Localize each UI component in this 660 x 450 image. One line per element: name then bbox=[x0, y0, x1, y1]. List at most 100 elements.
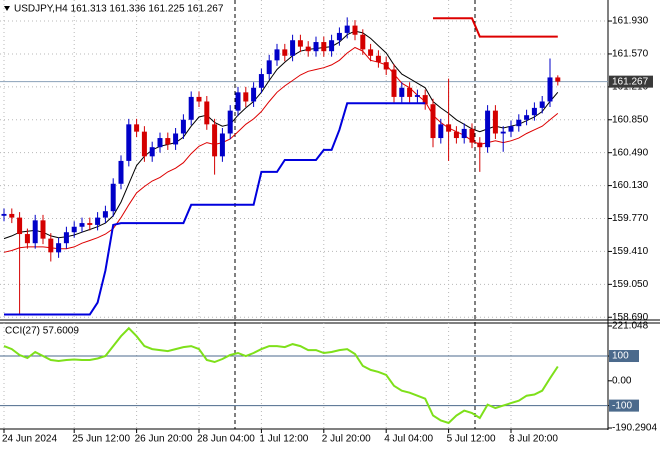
candle-body bbox=[516, 119, 522, 127]
candle-body bbox=[531, 107, 537, 116]
candle-body bbox=[305, 46, 311, 52]
candle-body bbox=[165, 138, 171, 145]
menu-triangle bbox=[4, 6, 10, 11]
chart-title: USDJPY,H4 161.313 161.336 161.225 161.26… bbox=[14, 4, 224, 15]
candle-body bbox=[430, 104, 436, 139]
candle-body bbox=[266, 60, 272, 75]
x-tick-label: 24 Jun 2024 bbox=[2, 434, 57, 445]
candle-body bbox=[258, 74, 264, 88]
candle-body bbox=[399, 87, 405, 97]
x-tick-label: 1 Jul 12:00 bbox=[259, 434, 308, 445]
candle-body bbox=[329, 40, 335, 52]
candle-body bbox=[79, 223, 85, 227]
candle-body bbox=[477, 142, 483, 148]
candle-body bbox=[524, 115, 530, 120]
candle-body bbox=[17, 217, 23, 235]
candle-body bbox=[282, 49, 288, 56]
candle-body bbox=[336, 32, 342, 41]
candle-body bbox=[188, 96, 194, 120]
candle-body bbox=[95, 217, 101, 225]
candle-body bbox=[87, 223, 93, 225]
candle-body bbox=[422, 95, 428, 105]
y-tick-label: 159.410 bbox=[612, 246, 649, 257]
candle-body bbox=[391, 69, 397, 97]
candle-body bbox=[383, 62, 389, 70]
y-tick-label: 221.048 bbox=[612, 321, 649, 332]
candle-body bbox=[243, 92, 249, 102]
candle-body bbox=[461, 128, 467, 139]
candle-body bbox=[56, 243, 62, 253]
y-tick-label: 0.00 bbox=[612, 375, 632, 386]
candle-body bbox=[297, 40, 303, 47]
candle-body bbox=[485, 110, 491, 148]
candle-body bbox=[149, 147, 155, 157]
x-tick-label: 8 Jul 20:00 bbox=[509, 434, 558, 445]
candle-body bbox=[1, 213, 7, 216]
candle-body bbox=[110, 183, 116, 212]
candle-body bbox=[9, 213, 15, 218]
y-tick-label: -100 bbox=[612, 400, 632, 411]
x-tick-label: 26 Jun 20:00 bbox=[135, 434, 193, 445]
candle-body bbox=[141, 131, 147, 157]
candle-body bbox=[313, 42, 319, 52]
x-tick-label: 4 Jul 04:00 bbox=[384, 434, 433, 445]
indicator-line bbox=[3, 30, 559, 240]
indicator-title: CCI(27) 57.6009 bbox=[5, 326, 79, 337]
candle-body bbox=[118, 160, 124, 184]
y-tick-label: 159.770 bbox=[612, 213, 649, 224]
candle-body bbox=[102, 211, 108, 218]
candle-body bbox=[321, 42, 327, 52]
candle-body bbox=[173, 133, 179, 145]
x-tick-label: 5 Jul 12:00 bbox=[447, 434, 496, 445]
candle-body bbox=[375, 55, 381, 63]
candle-body bbox=[274, 49, 280, 61]
y-tick-label: 160.130 bbox=[612, 180, 649, 191]
candle-body bbox=[219, 133, 225, 157]
candle-body bbox=[40, 220, 46, 239]
candle-body bbox=[508, 126, 514, 132]
candle-body bbox=[157, 138, 163, 148]
candle-body bbox=[352, 25, 358, 35]
last-price-box bbox=[609, 75, 653, 88]
x-tick-label: 28 Jun 04:00 bbox=[197, 434, 255, 445]
candle-body bbox=[360, 34, 366, 50]
candle-body bbox=[469, 128, 475, 143]
y-tick-label: -190.2904 bbox=[612, 423, 657, 434]
candle-body bbox=[407, 87, 413, 97]
candle-body bbox=[196, 96, 202, 102]
candle-body bbox=[71, 226, 77, 233]
y-tick-label: 161.930 bbox=[612, 16, 649, 27]
candle-body bbox=[539, 101, 545, 108]
candle-body bbox=[134, 124, 140, 132]
tick-label-box bbox=[609, 350, 639, 363]
stop-line bbox=[433, 17, 558, 38]
y-tick-label: 159.050 bbox=[612, 279, 649, 290]
candle-body bbox=[204, 101, 210, 125]
candle-body bbox=[126, 124, 132, 161]
candle-body bbox=[212, 124, 218, 157]
y-tick-label: 100 bbox=[612, 351, 629, 362]
candle-body bbox=[344, 25, 350, 33]
tick-label-box bbox=[609, 399, 639, 412]
x-tick-label: 2 Jul 20:00 bbox=[322, 434, 371, 445]
candle-body bbox=[547, 77, 553, 102]
candle-body bbox=[251, 87, 257, 102]
candle-body bbox=[32, 220, 38, 244]
stop-line bbox=[4, 102, 426, 316]
candle-body bbox=[290, 40, 296, 56]
candle-body bbox=[63, 232, 69, 244]
indicator-line bbox=[3, 326, 559, 425]
candle-body bbox=[368, 49, 374, 56]
candle-body bbox=[227, 110, 233, 134]
y-tick-label: 158.690 bbox=[612, 312, 649, 323]
y-tick-label: 161.570 bbox=[612, 49, 649, 60]
y-tick-label: 160.490 bbox=[612, 147, 649, 158]
candle-body bbox=[235, 92, 241, 111]
candle-body bbox=[555, 77, 561, 82]
candle-body bbox=[438, 124, 444, 139]
candle-body bbox=[446, 124, 452, 132]
candle-body bbox=[492, 110, 498, 134]
candle-body bbox=[414, 95, 420, 97]
candle-body bbox=[180, 119, 186, 134]
